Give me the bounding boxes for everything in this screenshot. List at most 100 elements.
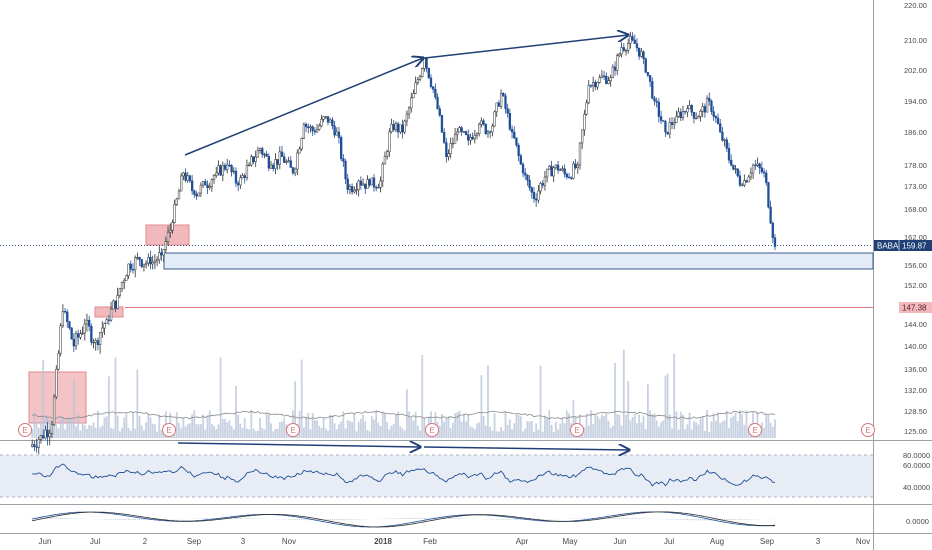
volume-bar (156, 431, 158, 438)
volume-bar (708, 431, 711, 438)
volume-bar (484, 425, 487, 438)
volume-bar (618, 414, 621, 438)
earnings-marker[interactable]: E (570, 423, 584, 437)
volume-bar (438, 425, 441, 438)
earnings-marker-label: E (865, 426, 870, 435)
volume-bar (353, 413, 356, 438)
volume-bar (638, 414, 641, 438)
candle-body (388, 131, 391, 152)
earnings-marker[interactable]: E (286, 423, 300, 437)
candle-body (725, 139, 728, 149)
candle-body (508, 112, 512, 130)
candle-body (668, 122, 671, 135)
volume-bar (585, 413, 588, 438)
volume-bar (333, 423, 336, 438)
volume-bar (31, 429, 34, 438)
candle-body (758, 163, 761, 169)
candle-body (272, 164, 275, 169)
volume-bar (81, 422, 84, 438)
candle-body (61, 311, 65, 327)
volume-bar (64, 429, 66, 438)
y-tick-label: 178.00 (904, 161, 927, 170)
volume-bar (673, 353, 676, 438)
candle-body (339, 137, 343, 159)
candle-body (570, 177, 573, 179)
candle-body (594, 81, 597, 88)
candle-body (583, 114, 586, 131)
candle-body (591, 81, 595, 87)
candle-body (48, 433, 51, 438)
volume-bar (541, 431, 544, 438)
candle-body (274, 159, 277, 169)
candle-body (223, 165, 227, 170)
volume-bar (48, 419, 51, 438)
candle-body (556, 164, 560, 171)
volume-bar (572, 400, 575, 438)
volume-bar (693, 420, 695, 438)
earnings-marker-label: E (166, 426, 171, 435)
volume-bar (140, 425, 143, 438)
volume-bar (94, 427, 97, 438)
candle-body (662, 120, 665, 122)
candle-body (469, 137, 472, 141)
candle-body (622, 47, 625, 51)
candle-body (659, 116, 663, 121)
y-tick-label: 168.00 (904, 205, 927, 214)
volume-bar (609, 427, 612, 438)
volume-bar (57, 428, 60, 438)
candle-body (219, 165, 222, 176)
earnings-marker[interactable]: E (861, 423, 875, 437)
volume-bar (125, 413, 128, 438)
candle-body (188, 175, 192, 182)
candle-body (574, 163, 577, 168)
volume-bar (274, 428, 277, 438)
volume-bar (701, 415, 704, 438)
volume-bar (202, 414, 205, 438)
volume-bar (502, 430, 505, 438)
candle-body (747, 176, 750, 183)
volume-bar (471, 427, 474, 438)
candle-body (239, 177, 242, 186)
volume-bar (265, 413, 268, 438)
x-tick-label: Feb (423, 537, 437, 546)
volume-bar (587, 425, 590, 438)
candle-body (767, 182, 770, 208)
volume-bar (469, 426, 472, 438)
volume-bar (447, 416, 450, 438)
x-tick-label: 3 (241, 537, 246, 546)
candle-body (149, 257, 152, 265)
volume-bar (774, 419, 776, 438)
candle-body (94, 340, 97, 343)
candle-body (633, 39, 636, 44)
candle-body (458, 127, 461, 133)
candle-body (300, 138, 303, 150)
y-tick-label: 156.00 (904, 261, 927, 270)
volume-bar (349, 421, 351, 438)
earnings-marker[interactable]: E (162, 423, 176, 437)
y-tick-label: 136.00 (904, 365, 927, 374)
earnings-marker[interactable]: E (748, 423, 762, 437)
volume-bar (421, 355, 424, 438)
candle-body (377, 187, 380, 189)
volume-bar (625, 414, 627, 438)
candle-body (515, 137, 518, 146)
candle-body (114, 300, 117, 309)
candle-body (642, 51, 645, 59)
candle-body (147, 257, 150, 264)
volume-bar (703, 430, 706, 438)
earnings-marker[interactable]: E (425, 423, 439, 437)
candle-body (548, 165, 551, 170)
earnings-marker[interactable]: E (18, 423, 32, 437)
volume-bar (230, 425, 233, 438)
x-tick-label: Jun (39, 537, 52, 546)
candle-body (68, 321, 71, 329)
candle-body (712, 111, 715, 117)
volume-bar (300, 359, 303, 438)
candle-body (484, 123, 487, 134)
volume-bar (246, 428, 248, 438)
candle-body (716, 117, 720, 125)
candle-body (723, 139, 726, 141)
candle-body (473, 134, 476, 140)
x-tick-label: 2 (143, 537, 148, 546)
candle-body (434, 88, 437, 98)
